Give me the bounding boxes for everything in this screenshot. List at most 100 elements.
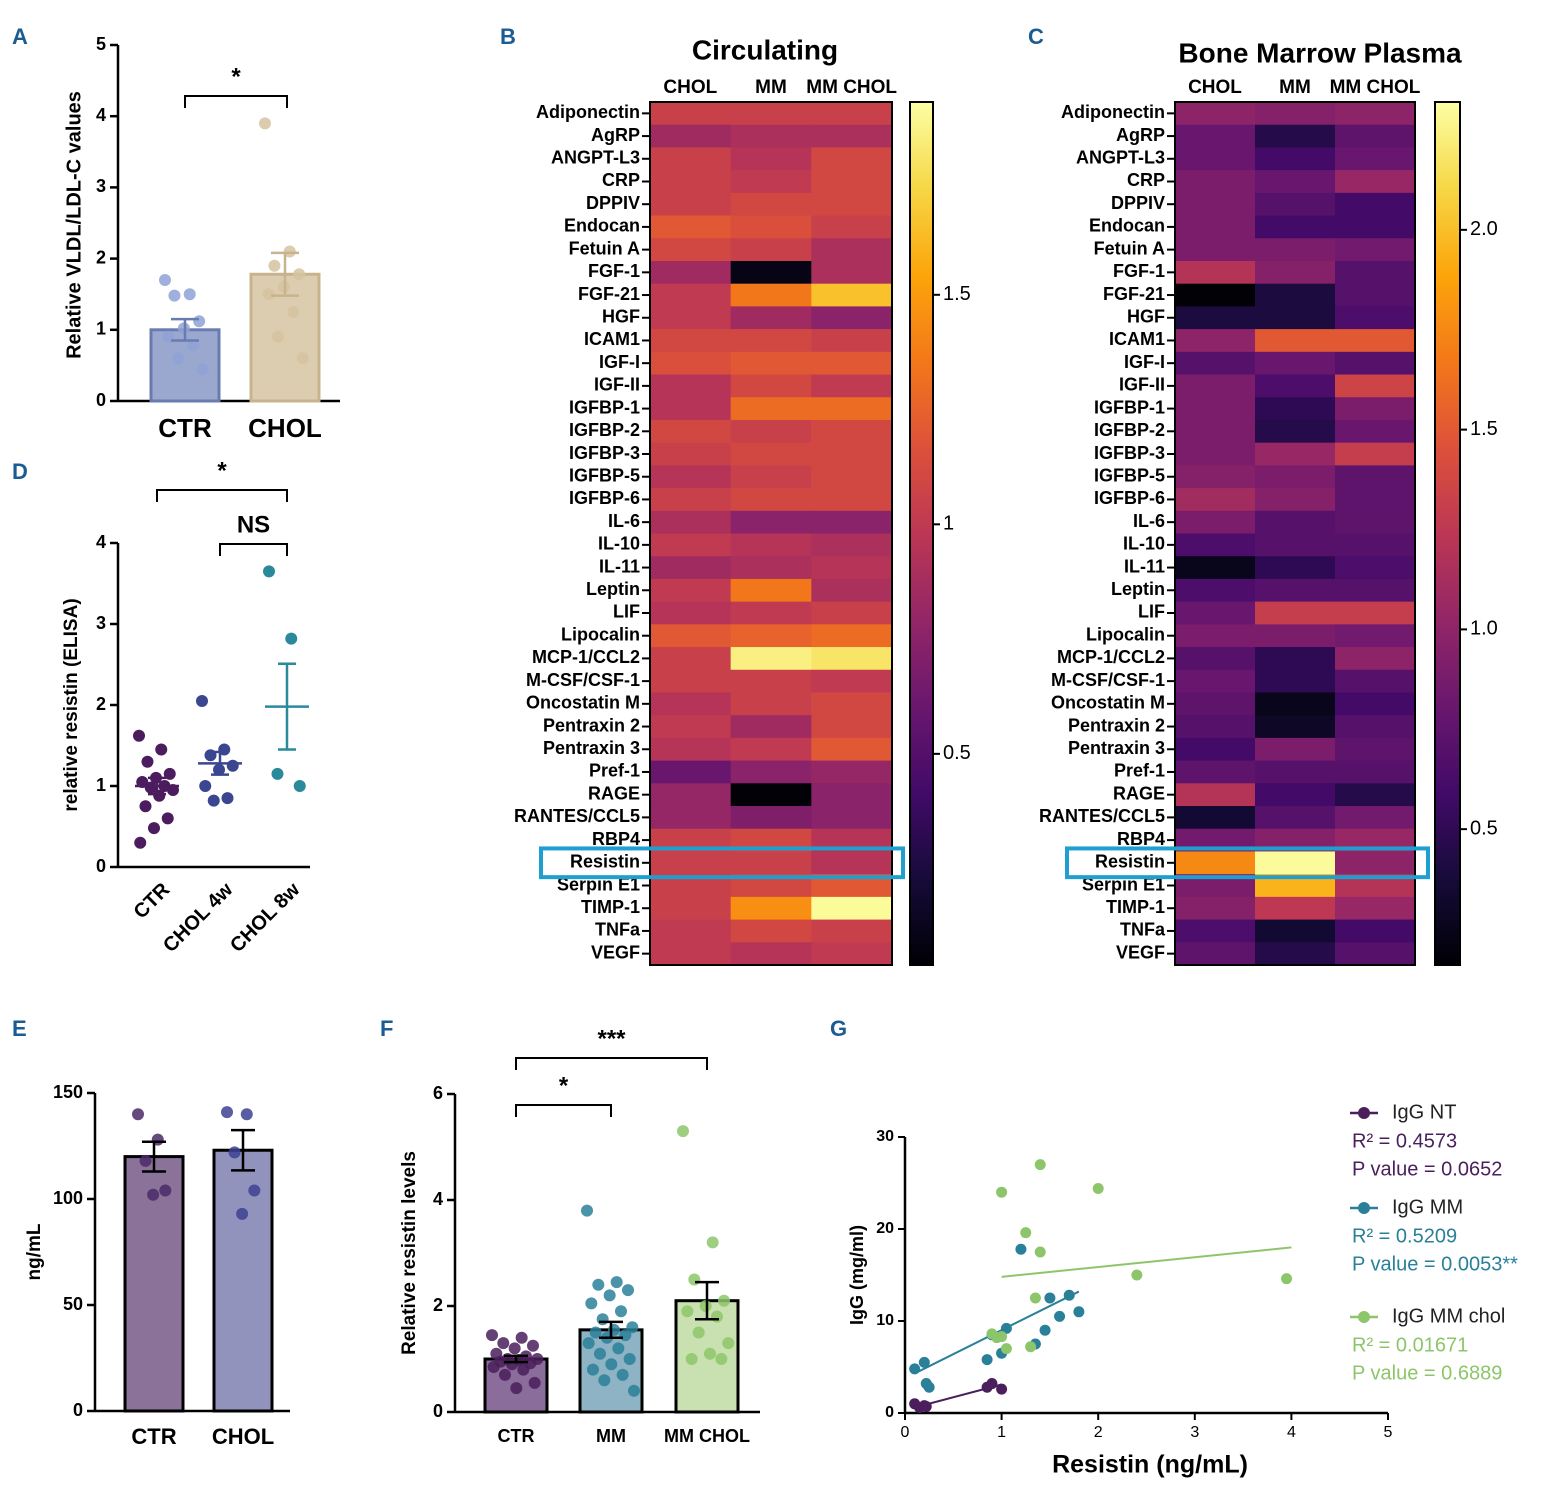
significance-bracket <box>515 1104 612 1117</box>
y-tick-label: 0 <box>96 856 106 876</box>
heatmap-cell <box>1255 919 1336 943</box>
heatmap-cell <box>1255 419 1336 444</box>
data-point <box>586 1363 599 1376</box>
legend-r2: R² = 0.01671 <box>1352 1334 1468 1356</box>
data-point <box>610 1276 623 1289</box>
row-label: Pentraxin 3 <box>1068 738 1165 758</box>
heatmap-cell <box>1255 374 1336 398</box>
heatmap-cell <box>730 329 812 353</box>
y-tick-label: 6 <box>433 1083 443 1103</box>
heatmap-cell <box>811 942 893 966</box>
heatmap-cell <box>650 238 732 262</box>
heatmap-cell <box>650 783 732 807</box>
heatmap-cell <box>1175 510 1256 534</box>
legend-p: P value = 0.0053** <box>1352 1253 1518 1275</box>
x-axis-label: Resistin (ng/mL) <box>1052 1451 1248 1479</box>
data-point <box>593 1347 606 1360</box>
row-label: IL-10 <box>598 534 640 554</box>
data-point <box>598 1374 611 1387</box>
heatmap-cell <box>730 238 812 262</box>
row-label: Lipocalin <box>1086 624 1165 644</box>
heatmap-cell <box>1255 488 1336 512</box>
heatmap-cell <box>650 306 732 330</box>
row-label: AgRP <box>1116 125 1165 145</box>
heatmap-cell <box>1335 260 1416 285</box>
row-label: RBP4 <box>592 829 640 849</box>
heatmap-cell <box>1255 510 1336 534</box>
data-point <box>605 1358 618 1371</box>
heatmap-cell <box>650 102 732 126</box>
data-point <box>619 1329 632 1342</box>
x-tick-label: 5 <box>1384 1424 1393 1441</box>
data-point <box>221 792 234 805</box>
heatmap-title: Circulating <box>692 34 838 65</box>
heatmap-cell <box>1255 556 1336 580</box>
data-point <box>196 362 209 375</box>
column-label: CHOL <box>663 77 717 98</box>
heatmap-cell <box>811 260 893 285</box>
heatmap-cell <box>1335 647 1416 671</box>
heatmap-cell <box>811 192 893 217</box>
row-label: IL-11 <box>1124 556 1165 576</box>
heatmap-cell <box>811 783 893 807</box>
data-point <box>1044 1292 1056 1304</box>
heatmap-cell <box>730 374 812 398</box>
row-label: HGF <box>602 307 640 327</box>
y-tick-label: 3 <box>96 613 106 633</box>
heatmap-cell <box>1175 692 1256 716</box>
heatmap-cell <box>650 170 732 194</box>
heatmap-cell <box>1175 147 1256 171</box>
heatmap-cell <box>730 215 812 239</box>
row-label: IGFBP-3 <box>569 443 640 463</box>
heatmap-cell <box>730 533 812 557</box>
data-point <box>147 1188 160 1201</box>
row-label: LIF <box>1138 602 1165 622</box>
heatmap-cell <box>730 692 812 716</box>
heatmap-cell <box>730 783 812 807</box>
heatmap-cell <box>650 124 732 148</box>
heatmap-cell <box>811 329 893 353</box>
panel-letter: E <box>12 1016 27 1041</box>
data-point <box>717 1294 730 1307</box>
heatmap-cell <box>811 488 893 512</box>
row-label: AgRP <box>591 125 640 145</box>
y-tick-label: 4 <box>96 532 106 552</box>
heatmap-cell <box>811 510 893 534</box>
heatmap-cell <box>1175 601 1256 625</box>
heatmap-cell <box>1175 465 1256 489</box>
highlight-box <box>1065 846 1430 880</box>
heatmap-cell <box>1175 919 1256 943</box>
row-label: Pentraxin 3 <box>543 738 640 758</box>
significance-label: * <box>559 1072 569 1099</box>
heatmap-cell <box>730 351 812 376</box>
data-point <box>1015 1243 1027 1255</box>
y-tick-label: 0 <box>73 1400 83 1420</box>
data-point <box>699 1300 712 1312</box>
heatmap-cell <box>1175 715 1256 739</box>
panel-letter: C <box>1028 24 1044 49</box>
row-label: IGFBP-1 <box>1094 397 1165 417</box>
row-label: Endocan <box>1089 216 1165 236</box>
significance-label: * <box>231 63 241 90</box>
error-bar <box>211 750 229 776</box>
data-point <box>692 1326 705 1339</box>
heatmap-cell <box>730 942 812 966</box>
y-tick-label: 2 <box>96 694 106 714</box>
heatmap-cell <box>1335 783 1416 807</box>
heatmap-cell <box>1175 306 1256 330</box>
heatmap-cell <box>1335 102 1416 126</box>
heatmap-cell <box>811 170 893 194</box>
heatmap-cell <box>1255 692 1336 716</box>
heatmap-cell <box>811 919 893 943</box>
heatmap-cell <box>811 669 893 693</box>
data-point <box>1000 1343 1012 1355</box>
heatmap-cell <box>1175 828 1256 852</box>
error-bar <box>695 1280 719 1321</box>
heatmap-cell <box>1175 556 1256 580</box>
heatmap-cell <box>650 874 732 898</box>
row-label: Oncostatin M <box>1051 693 1165 713</box>
data-point <box>715 1353 728 1365</box>
row-label: Pref-1 <box>589 761 640 781</box>
heatmap-cell <box>1335 419 1416 444</box>
heatmap-cell <box>1335 170 1416 194</box>
